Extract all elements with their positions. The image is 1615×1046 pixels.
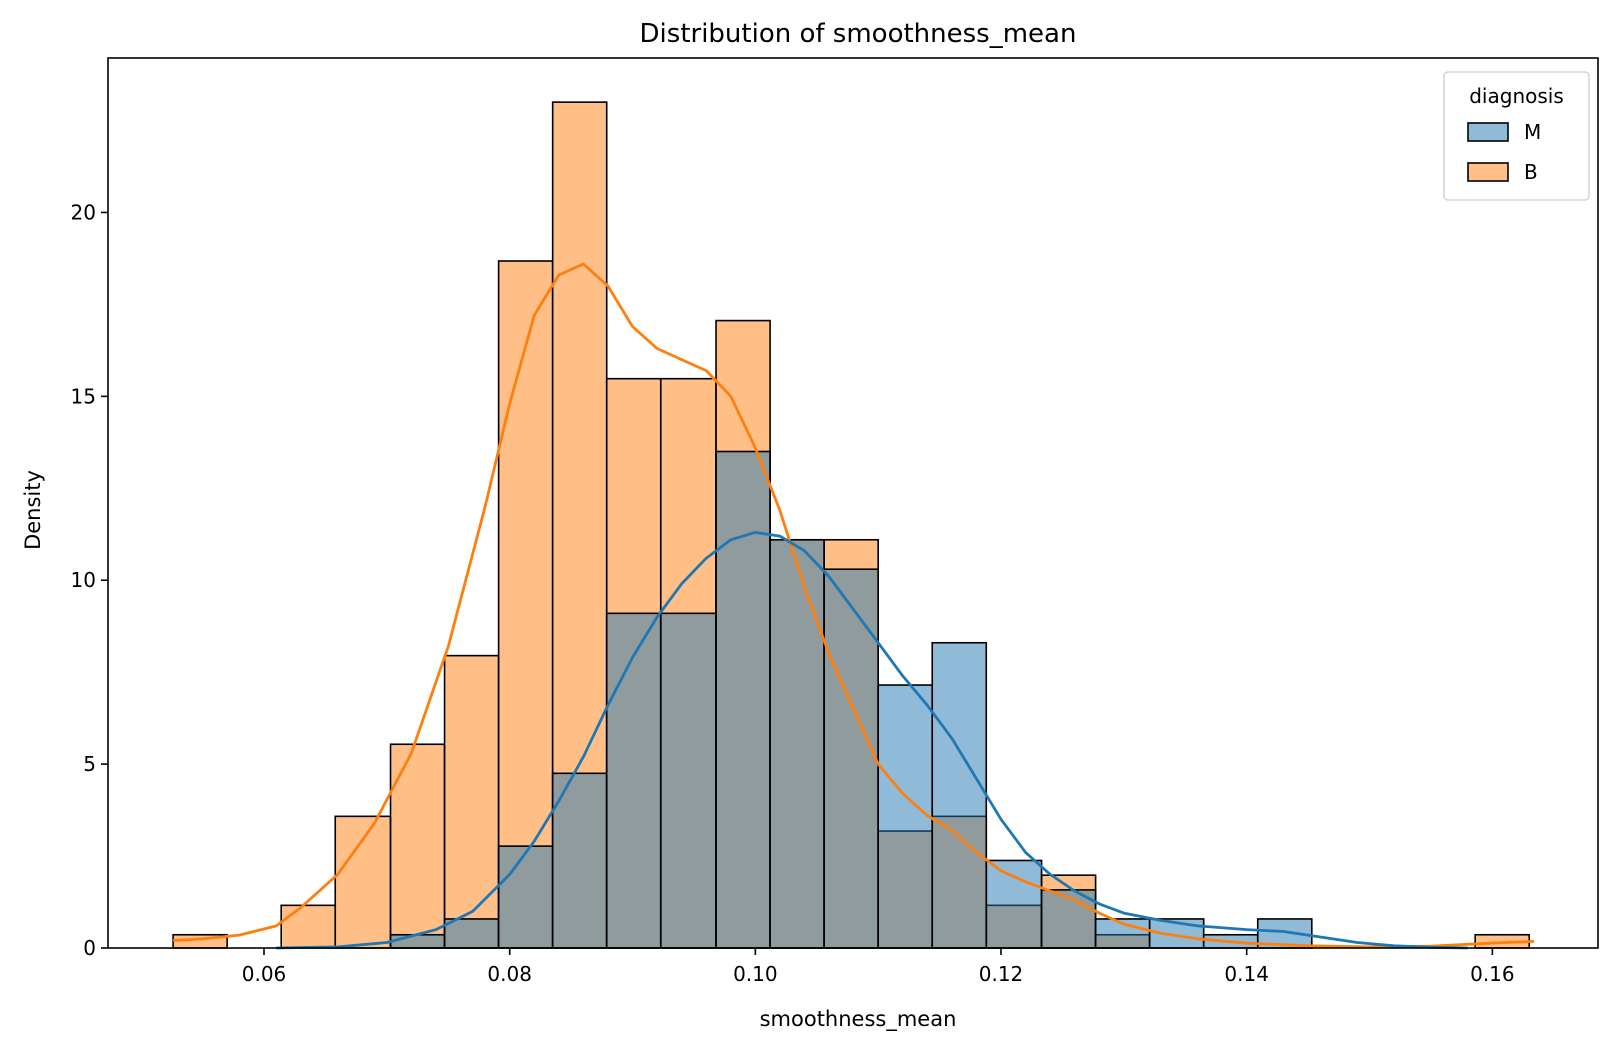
legend-label-m: M (1524, 120, 1541, 144)
legend-title: diagnosis (1469, 84, 1564, 108)
bar-b-5 (443, 654, 500, 949)
bar-b-2 (280, 904, 337, 949)
legend: diagnosis MB (1443, 71, 1590, 201)
bar-m-11 (769, 538, 825, 949)
bar-m-15 (985, 859, 1043, 949)
x-tick-label-1: 0.08 (487, 962, 532, 986)
bar-m-4 (389, 933, 446, 949)
x-tick-label-5: 0.16 (1470, 962, 1515, 986)
chart-title: Distribution of smoothness_mean (640, 19, 1077, 49)
bar-m-16 (1040, 889, 1097, 949)
bar-m-6 (497, 845, 554, 949)
x-axis-label: smoothness_mean (760, 1007, 957, 1032)
kde-line-m (276, 531, 1468, 950)
bar-m-9 (659, 612, 717, 949)
y-axis-label: Density (21, 470, 45, 550)
y-tick-label-2: 10 (71, 568, 96, 592)
bar-m-10 (715, 450, 771, 949)
axes-frame (107, 57, 1599, 949)
bar-m-13 (877, 684, 934, 949)
y-tick-label-4: 20 (71, 200, 96, 224)
x-tick-label-3: 0.12 (979, 962, 1024, 986)
bar-m-12 (823, 568, 879, 949)
bar-m-5 (443, 918, 500, 949)
bar-m-14 (931, 641, 988, 949)
y-tick-label-3: 15 (71, 384, 96, 408)
x-tick-label-0: 0.06 (242, 962, 287, 986)
bar-b-6 (497, 260, 554, 949)
legend-label-b: B (1524, 160, 1538, 184)
kde-line-b (173, 262, 1535, 949)
x-tick-label-4: 0.14 (1224, 962, 1269, 986)
plot-area: 0.06 0.08 0.10 0.12 0.14 0.16 0 5 10 15 20 (71, 57, 1599, 986)
legend-swatch-b (1467, 162, 1509, 182)
y-tick-label-0: 0 (83, 936, 96, 960)
bar-m-8 (605, 612, 662, 949)
bar-b-3 (334, 815, 392, 949)
x-tick-label-2: 0.10 (733, 962, 778, 986)
legend-swatch-m (1467, 122, 1509, 142)
y-tick-label-1: 5 (83, 752, 96, 776)
